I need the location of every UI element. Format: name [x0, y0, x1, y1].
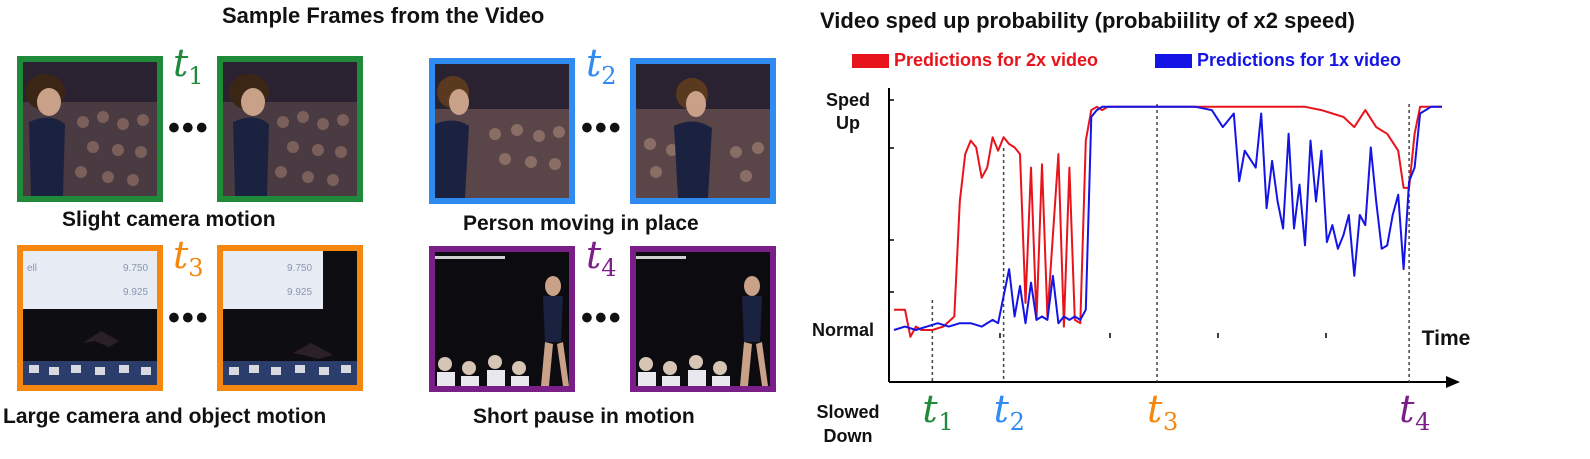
scoreboard-score-2: 9.925: [123, 287, 148, 298]
frame-t4-start: [429, 246, 575, 392]
arena-scoreboard-image: 9.750 9.925: [223, 251, 357, 385]
ytick-label-slowed-down: Down: [824, 426, 873, 446]
caption-t3: Large camera and object motion: [3, 405, 327, 428]
marker-sub-t3: 3: [1163, 408, 1178, 436]
legend-label-1x: Predictions for 1x video: [1197, 50, 1402, 70]
legend-swatch-1x: [1155, 54, 1192, 68]
caption-t1: Slight camera motion: [62, 208, 276, 231]
ytick-label-normal: Normal: [812, 320, 874, 340]
t3-label: t3: [173, 233, 204, 282]
scoreboard-score-1: 9.750: [123, 263, 148, 274]
scoreboard-score-2: 9.925: [287, 287, 312, 298]
frame-t1-end: [217, 56, 363, 202]
caption-t4: Short pause in motion: [473, 405, 695, 428]
frame-t4-end: [630, 246, 776, 392]
frame-t2-start: [429, 58, 575, 204]
legend-swatch-2x: [852, 54, 889, 68]
series-line-1x: [893, 105, 1442, 331]
series-line-2x: [894, 105, 1442, 338]
caption-t2: Person moving in place: [463, 212, 699, 235]
gymnast-crowd-image: [223, 62, 357, 196]
frames-title: Sample Frames from the Video: [222, 3, 545, 28]
marker-label-t1: t: [922, 387, 938, 431]
marker-label-t2: t: [994, 387, 1010, 431]
ytick-label-sped-up: Sped: [826, 90, 870, 110]
arena-scoreboard-image: ell 9.750 9.925: [23, 251, 157, 385]
gymnast-crowd-image: [23, 62, 157, 196]
marker-label-t4: t: [1399, 387, 1415, 431]
marker-label-t3: t: [1147, 387, 1163, 431]
frame-t3-end: 9.750 9.925: [217, 245, 363, 391]
t1-label: t1: [173, 41, 204, 90]
gymnast-crowd-image: [435, 64, 569, 198]
chart-title: Video sped up probability (probabiility …: [820, 8, 1355, 33]
legend-label-2x: Predictions for 2x video: [894, 50, 1099, 70]
ytick-label-slowed-down: Slowed: [816, 402, 879, 422]
frame-t3-start: ell 9.750 9.925: [17, 245, 163, 391]
marker-sub-t4: 4: [1415, 408, 1430, 436]
frame-t1-start: [17, 56, 163, 202]
gymnast-beam-image: [435, 252, 569, 386]
marker-sub-t2: 2: [1010, 408, 1025, 436]
t2-label: t2: [586, 41, 617, 90]
scoreboard-score-1: 9.750: [287, 263, 312, 274]
frame-t2-end: [630, 58, 776, 204]
gymnast-crowd-image: [636, 64, 770, 198]
x-axis-arrowhead: [1446, 376, 1460, 388]
marker-sub-t1: 1: [938, 408, 953, 436]
t4-label: t4: [586, 233, 617, 282]
gymnast-beam-image: [636, 252, 770, 386]
x-axis-label: Time: [1422, 327, 1471, 350]
scoreboard-name: ell: [27, 263, 37, 274]
ytick-label-sped-up: Up: [836, 113, 860, 133]
